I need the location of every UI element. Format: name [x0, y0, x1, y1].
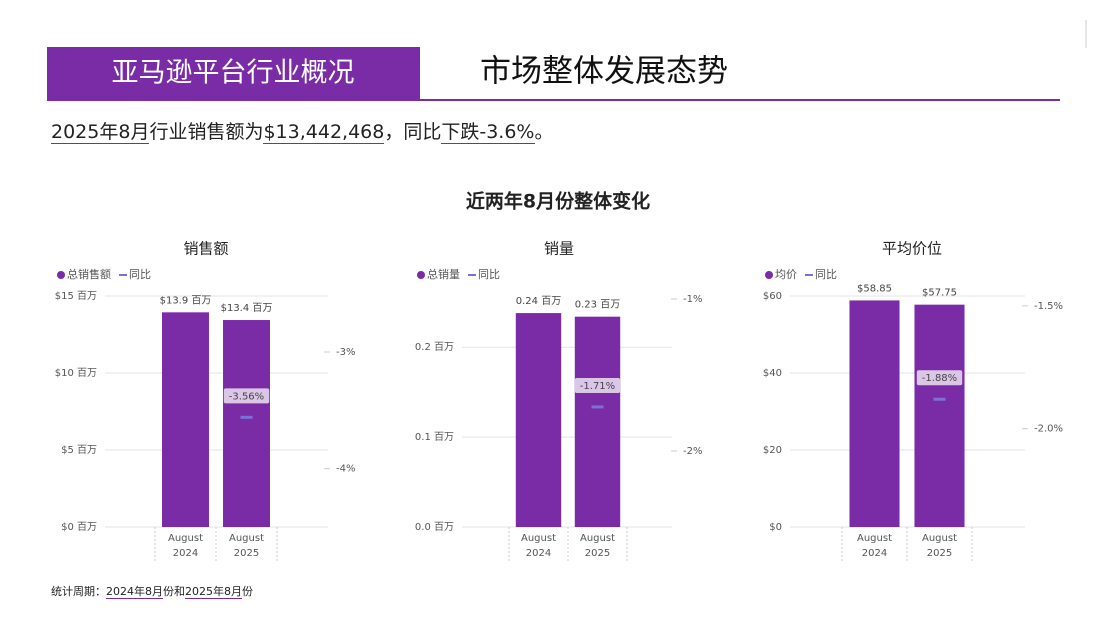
y-tick-label: 0.1 百万: [415, 431, 454, 443]
chart-title: 平均价位: [882, 240, 942, 258]
y-tick-label: $40: [763, 368, 782, 379]
legend-label: 总销售额: [67, 267, 111, 281]
summary-segment: 。: [534, 121, 554, 143]
footer: 统计周期：2024年8月份和2025年8月份: [51, 583, 253, 599]
bar-value-label: 0.23 百万: [575, 299, 620, 311]
y2-tick-label: -1%: [683, 294, 702, 305]
footer-segment: 份和: [163, 585, 185, 598]
y-tick-label: $15 百万: [55, 290, 97, 302]
x-tick-label: August 2024: [521, 533, 556, 559]
chart-title: 销售额: [183, 240, 228, 258]
bar: [849, 300, 900, 527]
y-tick-label: $60: [763, 291, 782, 302]
legend-label: 同比: [129, 268, 151, 281]
summary-segment: 行业销售额为: [149, 121, 264, 143]
y2-tick-label: -2%: [683, 446, 702, 457]
bar: [574, 316, 621, 527]
y-tick-label: $0 百万: [61, 521, 97, 533]
y2-tick-label: -2.0%: [1034, 424, 1063, 435]
bar: [914, 304, 965, 527]
legend-label: 均价: [775, 268, 797, 281]
y-tick-label: 0.2 百万: [415, 341, 454, 353]
y2-tick-label: -4%: [336, 464, 355, 475]
x-tick-label: August 2024: [857, 533, 892, 559]
bar: [515, 313, 562, 527]
x-tick-label: August 2025: [922, 533, 957, 559]
header-title: 市场整体发展态势: [480, 54, 728, 90]
bar-value-label: 0.24 百万: [516, 295, 561, 307]
line-label-bg: [916, 370, 963, 386]
y-tick-label: $10 百万: [55, 367, 97, 379]
bar-value-label: $13.9 百万: [160, 294, 212, 306]
line-value-label: -1.71%: [580, 381, 615, 392]
bar-value-label: $57.75: [922, 288, 957, 299]
legend-label: 总销量: [427, 267, 460, 281]
footer-segment: 统计周期：: [51, 585, 106, 598]
line-label-bg: [223, 388, 270, 404]
summary-segment: $13,442,468: [263, 121, 385, 144]
chart-title: 销量: [544, 240, 574, 258]
x-tick-label: August 2025: [580, 533, 615, 559]
bar: [223, 320, 270, 527]
line-label-bg: [574, 377, 621, 393]
header-tag: 亚马逊平台行业概况: [112, 58, 355, 89]
summary-segment: 下跌-3.6%: [441, 121, 535, 144]
line-value-label: -1.88%: [922, 373, 957, 384]
x-tick-label: August 2024: [168, 533, 203, 559]
y-tick-label: $5 百万: [61, 444, 97, 456]
x-tick-label: August 2025: [229, 533, 264, 559]
legend-label: 同比: [815, 268, 837, 281]
footer-segment: 2025年8月: [185, 585, 242, 599]
summary-segment: ，同比: [384, 121, 442, 143]
bar: [162, 312, 209, 527]
summary: 2025年8月行业销售额为$13,442,468，同比下跌-3.6%。: [51, 117, 554, 144]
line-value-label: -3.56%: [229, 391, 264, 402]
legend-swatch: [417, 271, 425, 279]
bar-value-label: $13.4 百万: [221, 302, 273, 314]
footer-segment: 2024年8月: [106, 585, 163, 599]
legend-swatch: [765, 271, 773, 279]
y2-tick-label: -1.5%: [1034, 301, 1063, 312]
section-title: 近两年8月份整体变化: [466, 190, 650, 213]
y2-tick-label: -3%: [336, 347, 355, 358]
bar-value-label: $58.85: [857, 283, 892, 294]
y-tick-label: 0.0 百万: [415, 521, 454, 533]
y-tick-label: $0: [769, 522, 782, 533]
legend-swatch: [57, 271, 65, 279]
footer-segment: 份: [242, 585, 253, 598]
y-tick-label: $20: [763, 445, 782, 456]
legend-label: 同比: [478, 268, 500, 281]
header-tag-bg: [47, 47, 420, 99]
summary-segment: 2025年8月: [51, 121, 150, 144]
